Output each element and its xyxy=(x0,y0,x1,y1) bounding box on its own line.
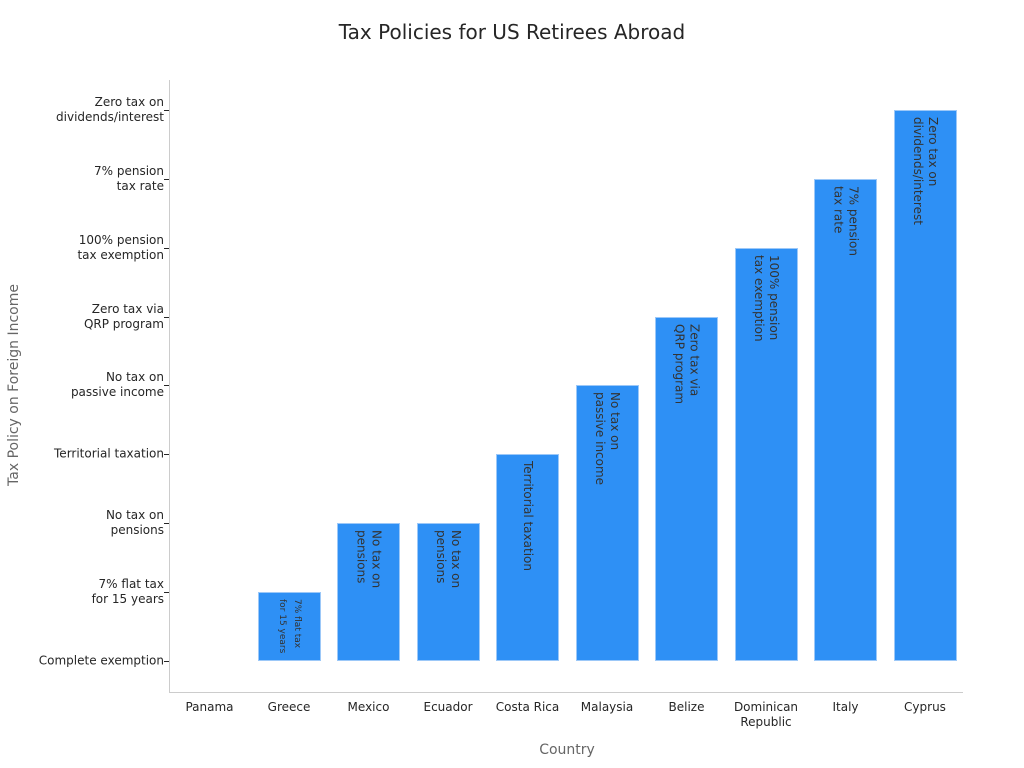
bar-label: Zero tax via QRP program xyxy=(672,323,702,404)
bar-label: Zero tax on dividends/interest xyxy=(911,116,940,225)
y-tick-label: No tax on pensions xyxy=(105,508,164,538)
x-tick-label: Costa Rica xyxy=(495,700,560,714)
y-tick-mark xyxy=(164,316,169,318)
bar-label: No tax on pensions xyxy=(354,530,384,589)
y-axis-line xyxy=(169,80,170,692)
x-tick-label: Malaysia xyxy=(580,700,634,714)
bar: 100% pension tax exemption xyxy=(734,247,798,661)
y-tick-mark xyxy=(164,592,169,594)
bar-label: No tax on pensions xyxy=(434,530,463,589)
y-tick-mark xyxy=(164,523,169,525)
x-tick-label: Belize xyxy=(668,700,705,714)
x-tick-label: Ecuador xyxy=(423,700,473,714)
x-axis-label: Country xyxy=(539,742,595,758)
bar-label: No tax on passive income xyxy=(593,392,622,486)
bar-label: 7% pension tax rate xyxy=(831,185,861,256)
y-tick-label: 100% pension tax exemption xyxy=(77,232,164,262)
y-tick-label: Territorial taxation xyxy=(54,446,164,461)
y-tick-mark xyxy=(164,247,169,249)
bar: 7% pension tax rate xyxy=(814,178,877,661)
bar: Zero tax on dividends/interest xyxy=(893,109,957,661)
bar: Zero tax via QRP program xyxy=(655,316,718,661)
x-tick-label: Greece xyxy=(267,700,311,714)
y-tick-mark xyxy=(164,454,169,456)
x-tick-label: Dominican Republic xyxy=(733,700,799,729)
chart-title: Tax Policies for US Retirees Abroad xyxy=(338,20,686,44)
bar-label: 100% pension tax exemption xyxy=(752,254,781,342)
x-tick-label: Mexico xyxy=(347,700,390,714)
bar-label: 7% flat tax for 15 years xyxy=(277,599,302,654)
bar: No tax on pensions xyxy=(416,523,480,661)
y-tick-mark xyxy=(164,385,169,387)
y-tick-mark xyxy=(164,109,169,111)
bar: No tax on passive income xyxy=(575,385,639,661)
x-axis-line xyxy=(169,692,963,693)
x-tick-label: Italy xyxy=(832,700,859,714)
y-axis-label: Tax Policy on Foreign Income xyxy=(6,284,22,486)
y-tick-mark xyxy=(164,661,169,662)
bar: No tax on pensions xyxy=(337,523,400,661)
y-tick-label: No tax on passive income xyxy=(70,370,164,400)
bar-label: Territorial taxation xyxy=(521,461,535,572)
y-tick-label: Zero tax on dividends/interest xyxy=(56,94,164,124)
y-tick-label: Zero tax via QRP program xyxy=(83,301,164,331)
y-tick-label: 7% pension tax rate xyxy=(94,163,164,193)
bar: Territorial taxation xyxy=(496,454,559,661)
x-tick-label: Panama xyxy=(185,700,234,714)
x-tick-label: Cyprus xyxy=(904,700,946,714)
y-tick-label: Complete exemption xyxy=(38,653,164,668)
y-tick-mark xyxy=(164,178,169,180)
bar: 7% flat tax for 15 years xyxy=(257,592,321,661)
y-tick-label: 7% flat tax for 15 years xyxy=(91,577,164,607)
